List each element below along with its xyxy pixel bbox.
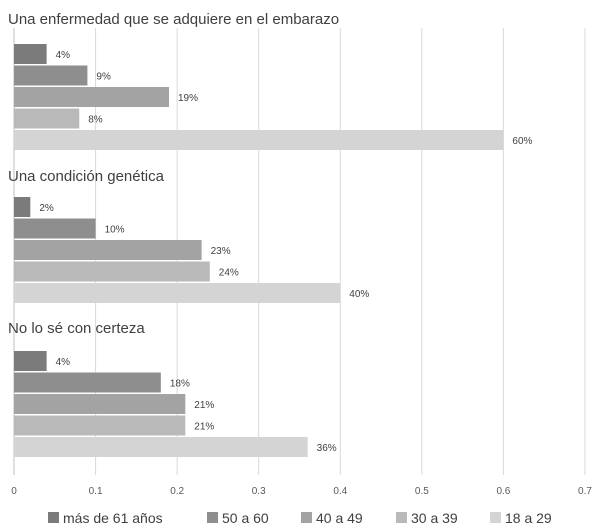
x-tick-label: 0.4 (333, 486, 347, 497)
data-label: 36% (317, 443, 337, 454)
x-tick-label: 0.1 (89, 486, 103, 497)
bar-2-1 (14, 197, 31, 217)
bar-2-5 (14, 283, 341, 303)
bar-3-2 (14, 372, 161, 393)
bar-1-5 (14, 130, 504, 150)
x-tick-label: 0.7 (578, 486, 592, 497)
legend-swatch (396, 512, 407, 523)
legend-label: más de 61 años (63, 510, 163, 526)
data-label: 10% (105, 225, 125, 236)
data-label: 18% (170, 379, 190, 390)
legend-swatch (48, 512, 59, 523)
x-tick-label: 0.2 (170, 486, 184, 497)
legend: más de 61 años 50 a 60 40 a 49 30 a 39 18 a … (48, 510, 552, 526)
data-label: 9% (96, 72, 111, 83)
bar-3-5 (14, 437, 308, 457)
bar-1-4 (14, 108, 80, 129)
bar-3-3 (14, 394, 186, 414)
legend-swatch (490, 512, 501, 523)
legend-swatch (207, 512, 218, 523)
legend-label: 30 a 39 (411, 510, 458, 526)
x-tick-label: 0.5 (415, 486, 429, 497)
data-label: 4% (56, 50, 71, 61)
data-label: 4% (56, 357, 71, 368)
data-label: 21% (194, 400, 214, 411)
bars (14, 44, 504, 457)
legend-label: 40 a 49 (316, 510, 363, 526)
category-title: Una enfermedad que se adquiere en el emb… (8, 11, 339, 28)
data-labels: 4% 9% 19% 8% 60% 2% 10% 23% 24% 40% 4% 18% 21% 21% 36% (39, 50, 532, 454)
data-label: 60% (512, 136, 532, 147)
category-titles: Una enfermedad que se adquiere en el emb… (8, 11, 339, 337)
x-tick-label: 0.3 (252, 486, 266, 497)
x-tick-label: 0.6 (496, 486, 510, 497)
legend-label: 50 a 60 (222, 510, 269, 526)
x-tick-label: 0 (11, 486, 17, 497)
bar-1-2 (14, 65, 88, 86)
category-title: Una condición genética (8, 168, 165, 185)
bar-2-2 (14, 218, 96, 239)
data-label: 19% (178, 93, 198, 104)
data-label: 2% (39, 203, 54, 214)
bar-2-3 (14, 240, 202, 260)
data-label: 21% (194, 422, 214, 433)
data-label: 23% (211, 246, 231, 257)
legend-label: 18 a 29 (505, 510, 552, 526)
bar-3-1 (14, 351, 47, 371)
bar-1-3 (14, 87, 169, 107)
data-label: 24% (219, 268, 239, 279)
data-label: 8% (88, 115, 103, 126)
data-label: 40% (349, 289, 369, 300)
category-title: No lo sé con certeza (8, 320, 145, 337)
legend-swatch (301, 512, 312, 523)
bar-2-4 (14, 261, 210, 282)
bar-1-1 (14, 44, 47, 64)
bar-3-4 (14, 415, 186, 436)
x-axis-ticks: 0 0.1 0.2 0.3 0.4 0.5 0.6 0.7 (11, 486, 592, 497)
